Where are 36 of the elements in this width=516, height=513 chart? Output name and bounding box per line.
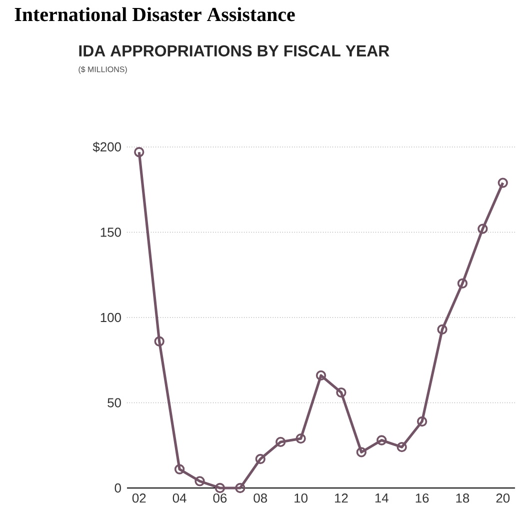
- point: [356, 447, 367, 458]
- point: [396, 442, 407, 452]
- point: [235, 482, 246, 494]
- x-tick-label: 02: [132, 494, 146, 503]
- x-tick-label: 10: [294, 494, 308, 503]
- y-tick-label: 150: [100, 228, 121, 237]
- x-tick-label: 04: [172, 494, 186, 503]
- x-tick-label: 20: [496, 494, 510, 503]
- y-tick-label: 100: [100, 312, 121, 322]
- y-tick-label: 50: [108, 398, 121, 408]
- point: [134, 147, 144, 158]
- x-tick-label: 14: [375, 494, 388, 502]
- point: [194, 476, 205, 486]
- point: [296, 433, 306, 444]
- point: [498, 178, 508, 188]
- point: [276, 436, 286, 448]
- x-tick-label: 08: [254, 494, 268, 503]
- chart-subtitle: IDA APPROPRIATIONS BY FISCAL YEAR: [79, 45, 390, 56]
- point: [255, 454, 266, 464]
- x-tick-label: 12: [334, 494, 348, 503]
- chart-title: International Disaster Assistance: [14, 7, 295, 22]
- point: [316, 370, 326, 381]
- point: [416, 416, 428, 427]
- point: [154, 336, 164, 346]
- x-tick-label: 06: [213, 494, 227, 503]
- point: [478, 224, 488, 234]
- x-tick-label: 16: [416, 494, 429, 503]
- y-tick-label: 0: [114, 483, 121, 493]
- point: [437, 324, 448, 335]
- point: [457, 278, 468, 288]
- point: [336, 387, 346, 398]
- point: [174, 464, 185, 474]
- x-tick-label: 18: [456, 494, 470, 503]
- y-tick-label: $200: [92, 142, 121, 152]
- point: [376, 435, 387, 446]
- point: [214, 482, 226, 494]
